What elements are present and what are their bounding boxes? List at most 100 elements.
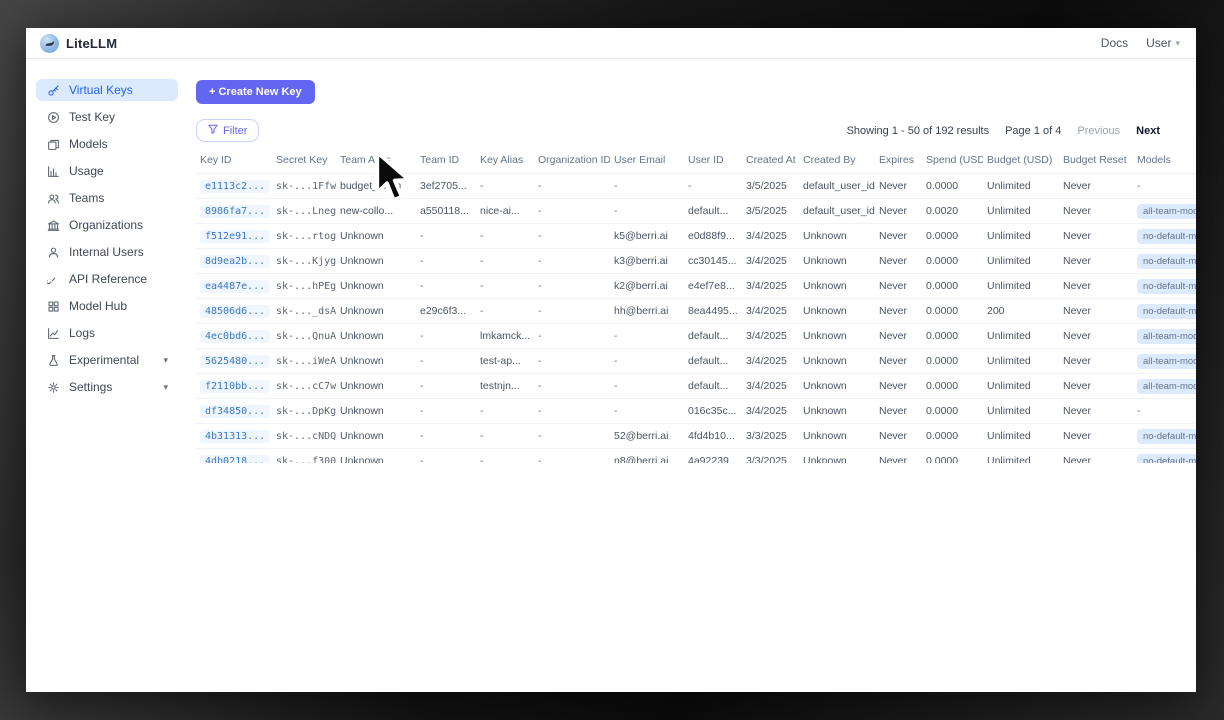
table-row: 4db0218... sk-...f300 Unknown - - - n8@berri.a… (196, 448, 1196, 463)
cell-key-id: 8d9ea2b... (196, 248, 272, 274)
cell-user-id: 4a92239... (684, 448, 742, 463)
cell-created-by: Unknown (799, 373, 875, 399)
docs-link[interactable]: Docs (1100, 36, 1129, 50)
cell-budget: Unlimited (983, 373, 1059, 399)
cell-key-alias: - (476, 398, 534, 424)
sidebar-item-virtual-keys[interactable]: Virtual Keys (36, 79, 178, 101)
key-id-badge[interactable]: e1113c2... (200, 179, 271, 193)
sidebar-item-logs[interactable]: Logs (36, 322, 178, 344)
litellm-app-window: LiteLLM Docs User ▾ Virtual Keys Test Key… (26, 28, 1196, 692)
cell-key-alias: test-ap... (476, 348, 534, 374)
sidebar-item-organizations[interactable]: Organizations (36, 214, 178, 236)
cell-expires: Never (875, 323, 922, 349)
cell-spend: 0.0000 (922, 248, 983, 274)
main-content: + Create New Key Filter Showing 1 - 50 o… (186, 59, 1196, 692)
cell-created-at: 3/5/2025 (742, 173, 799, 199)
column-header-budget-usd-: Budget (USD) (987, 154, 1053, 166)
cell-budget: Unlimited (983, 348, 1059, 374)
sidebar-item-label: Usage (69, 164, 104, 178)
cell-models: all-team-models (1133, 373, 1196, 399)
cell-budget: Unlimited (983, 323, 1059, 349)
key-id-badge[interactable]: 48506d6... (200, 304, 271, 318)
cell-models: no-default-models (1133, 223, 1196, 249)
sidebar-item-experimental[interactable]: Experimental ▾ (36, 349, 178, 371)
cell-budget-reset: Never (1059, 198, 1133, 224)
cell-spend: 0.0000 (922, 348, 983, 374)
model-badge: no-default-models (1137, 253, 1196, 269)
cell-org-id: - (534, 373, 610, 399)
cell-budget: Unlimited (983, 173, 1059, 199)
cell-budget-reset: Never (1059, 423, 1133, 449)
cell-key-id: f512e91... (196, 223, 272, 249)
cell-secret: sk-...QnuA (272, 323, 336, 349)
cell-key-id: e1113c2... (196, 173, 272, 199)
sidebar-item-label: Organizations (69, 218, 144, 232)
table-row: 8986fa7... sk-...Lneg new-collo... a550118.… (196, 198, 1196, 224)
cell-budget-reset: Never (1059, 373, 1133, 399)
key-id-badge[interactable]: 4b31313... (200, 429, 271, 443)
cell-team-alias: Unknown (336, 248, 416, 274)
sidebar-item-settings[interactable]: Settings ▾ (36, 376, 178, 398)
cell-budget: Unlimited (983, 423, 1059, 449)
key-id-badge[interactable]: 4db0218... (200, 454, 271, 463)
cell-user-email: n8@berri.ai (610, 448, 684, 463)
cell-budget: Unlimited (983, 273, 1059, 299)
user-menu[interactable]: User ▾ (1146, 36, 1180, 50)
cell-created-by: Unknown (799, 298, 875, 324)
key-id-badge[interactable]: df34850... (200, 404, 271, 418)
sidebar-item-teams[interactable]: Teams (36, 187, 178, 209)
cell-spend: 0.0000 (922, 323, 983, 349)
model-badge: no-default-models (1137, 278, 1196, 294)
cell-key-alias: - (476, 273, 534, 299)
sidebar-item-internal-users[interactable]: Internal Users (36, 241, 178, 263)
virtual-keys-table: Key ID Secret Key Team Alias Team ID Key Ali… (196, 152, 1196, 463)
cell-user-email: - (610, 323, 684, 349)
filter-funnel-icon (208, 124, 218, 137)
model-badge: all-team-models (1137, 378, 1196, 394)
cell-budget: Unlimited (983, 198, 1059, 224)
page-indicator: Page 1 of 4 (1005, 124, 1062, 137)
key-id-badge[interactable]: f512e91... (200, 229, 271, 243)
model-badge: all-team-models (1137, 203, 1196, 219)
cell-key-id: df34850... (196, 398, 272, 424)
results-count-label: Showing 1 - 50 of 192 results (846, 124, 990, 137)
cell-team-id: - (416, 273, 476, 299)
table-row: 4b31313... sk-...cNDQ Unknown - - -52@berri.a… (196, 423, 1196, 449)
chevron-down-icon: ▾ (1175, 37, 1180, 48)
cell-secret: sk-...hPEg (272, 273, 336, 299)
sidebar-item-models[interactable]: Models (36, 133, 178, 155)
filter-button[interactable]: Filter (196, 119, 260, 142)
sidebar-item-model-hub[interactable]: Model Hub (36, 295, 178, 317)
previous-page-button[interactable]: Previous (1077, 124, 1121, 137)
cell-expires: Never (875, 198, 922, 224)
cell-key-id: f2110bb... (196, 373, 272, 399)
column-header-created-by: Created By (803, 154, 856, 166)
cell-user-email: k3@berri.ai (610, 248, 684, 274)
cell-secret: sk-...1Ffw (272, 173, 336, 199)
key-id-badge[interactable]: ea4487e... (200, 279, 271, 293)
key-id-badge[interactable]: 8d9ea2b... (200, 254, 271, 268)
sidebar-item-api-reference[interactable]: API Reference (36, 268, 178, 290)
column-header-created-at: Created At (746, 154, 796, 166)
cell-secret: sk-...Kjyg (272, 248, 336, 274)
cell-key-id: 5625480... (196, 348, 272, 374)
cell-team-alias: Unknown (336, 273, 416, 299)
key-id-badge[interactable]: 8986fa7... (200, 204, 271, 218)
cell-created-at: 3/4/2025 (742, 298, 799, 324)
key-id-badge[interactable]: f2110bb... (200, 379, 271, 393)
sidebar-item-test-key[interactable]: Test Key (36, 106, 178, 128)
cell-created-by: Unknown (799, 398, 875, 424)
cell-org-id: - (534, 248, 610, 274)
create-new-key-button[interactable]: + Create New Key (196, 80, 315, 104)
cell-created-by: Unknown (799, 273, 875, 299)
cell-budget: 200 (983, 298, 1059, 324)
key-id-badge[interactable]: 5625480... (200, 354, 271, 368)
cell-user-id: - (684, 173, 742, 199)
next-page-button[interactable]: Next (1136, 124, 1160, 137)
cell-key-alias: testnjn... (476, 373, 534, 399)
key-id-badge[interactable]: 4ec0bd6... (200, 329, 271, 343)
cell-created-by: Unknown (799, 223, 875, 249)
cell-team-id: 3ef2705... (416, 173, 476, 199)
sidebar-item-usage[interactable]: Usage (36, 160, 178, 182)
model-badge: no-default-models (1137, 303, 1196, 319)
